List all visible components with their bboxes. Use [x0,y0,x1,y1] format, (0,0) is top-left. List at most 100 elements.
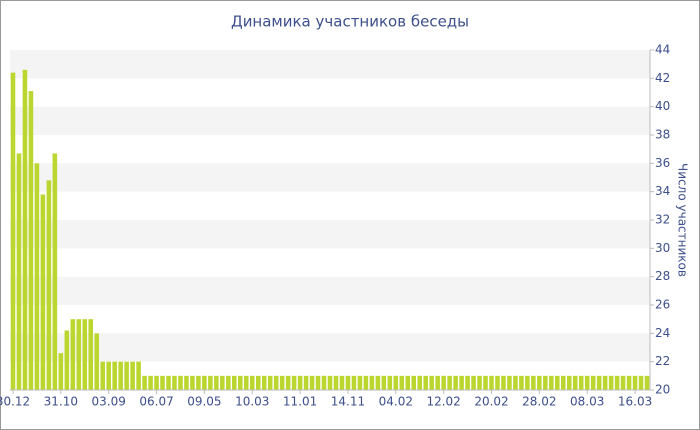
bar [16,153,22,390]
bar [208,375,213,390]
bar [441,375,446,390]
bar [154,375,159,390]
x-tick-label: 20.02 [474,395,508,409]
bar [58,353,64,390]
x-tick-label: 28.02 [522,395,556,409]
bar [130,361,135,390]
bar [136,361,141,390]
y-tick-label: 40 [655,99,670,113]
bar [549,375,554,390]
bar [345,375,351,390]
bar [142,375,147,390]
grid-band [10,163,650,192]
bar [172,375,177,390]
bar [184,375,189,390]
y-tick-label: 42 [655,71,670,85]
x-tick-label: 14.11 [331,395,365,409]
bar [70,319,76,390]
y-axis-title: Число участников [676,163,690,277]
bar [196,375,201,390]
bar [459,375,464,390]
bar [261,375,267,390]
bar [531,375,536,390]
y-tick-label: 38 [655,128,670,142]
grid-band [10,333,650,362]
bar [560,375,566,390]
bar [507,375,512,390]
bar [644,375,650,390]
bar [22,69,28,390]
bar [626,375,632,390]
bar [602,375,608,390]
bar [632,375,638,390]
bar [429,375,434,390]
x-tick-label: 30.12 [0,395,30,409]
bar [52,153,58,390]
bar [387,375,393,390]
grid-band [10,276,650,305]
bar [411,375,417,390]
bar [501,375,506,390]
bar [166,375,171,390]
x-tick-label: 03.09 [92,395,126,409]
bar [555,375,560,390]
x-tick-label: 10.03 [235,395,269,409]
x-tick-label: 12.02 [426,395,460,409]
y-tick-label: 20 [655,383,670,397]
bar [255,375,261,390]
bar [76,319,82,390]
bar [82,319,88,390]
bar [28,91,34,390]
x-tick-label: 11.01 [283,395,317,409]
bar [578,375,584,390]
bar [148,375,153,390]
bar [596,375,602,390]
bar [315,375,321,390]
chart-title: Динамика участников беседы [231,13,469,31]
bar [214,375,219,390]
bar [495,375,500,390]
bar [339,375,345,390]
bar [94,333,100,390]
bar [620,375,626,390]
bar [88,319,94,390]
bar [124,361,129,390]
x-tick-label: 31.10 [44,395,78,409]
x-tick-label: 06.07 [139,395,173,409]
bar [10,72,16,391]
bar [100,361,105,390]
bar [525,375,530,390]
bar [226,375,231,390]
bar [375,375,381,390]
bar [190,375,195,390]
bar [46,180,52,390]
y-tick-label: 32 [655,213,670,227]
bar [519,375,524,390]
bar [178,375,183,390]
bar [232,375,237,390]
bar [417,375,422,390]
bar [590,375,596,390]
bar [566,375,572,390]
y-tick-label: 36 [655,156,670,170]
bar [513,375,518,390]
bar [291,375,297,390]
bar [489,375,494,390]
bar [220,375,225,390]
bar [614,375,620,390]
bar [447,375,452,390]
x-tick-label: 08.03 [570,395,604,409]
bar [112,361,117,390]
bar [40,194,46,390]
bar [34,163,40,390]
bar [405,375,411,390]
y-tick-label: 30 [655,241,670,255]
bar [471,375,476,390]
bar [238,375,243,390]
bar [297,375,303,390]
y-tick-label: 26 [655,298,670,312]
bar [393,375,399,390]
bar [537,375,542,390]
bar [351,375,357,390]
